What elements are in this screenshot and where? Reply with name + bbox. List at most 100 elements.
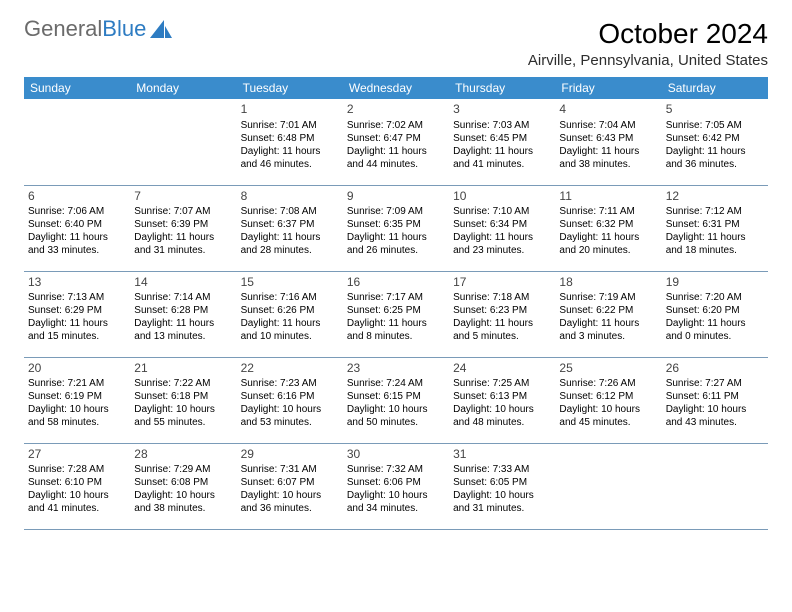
daylight-text: Daylight: 11 hours bbox=[347, 317, 445, 330]
day-number: 9 bbox=[347, 189, 445, 205]
day-number: 21 bbox=[134, 361, 232, 377]
calendar-week-row: 27Sunrise: 7:28 AMSunset: 6:10 PMDayligh… bbox=[24, 443, 768, 529]
daylight-text: and 48 minutes. bbox=[453, 416, 551, 429]
sunset-text: Sunset: 6:34 PM bbox=[453, 218, 551, 231]
sunrise-text: Sunrise: 7:26 AM bbox=[559, 377, 657, 390]
calendar-day-cell: 16Sunrise: 7:17 AMSunset: 6:25 PMDayligh… bbox=[343, 271, 449, 357]
calendar-day-cell: 1Sunrise: 7:01 AMSunset: 6:48 PMDaylight… bbox=[237, 99, 343, 185]
calendar-day-cell: 15Sunrise: 7:16 AMSunset: 6:26 PMDayligh… bbox=[237, 271, 343, 357]
daylight-text: Daylight: 11 hours bbox=[347, 231, 445, 244]
day-number: 26 bbox=[666, 361, 764, 377]
weekday-header: Saturday bbox=[662, 77, 768, 99]
sunrise-text: Sunrise: 7:18 AM bbox=[453, 291, 551, 304]
calendar-day-cell: 24Sunrise: 7:25 AMSunset: 6:13 PMDayligh… bbox=[449, 357, 555, 443]
calendar-empty-cell bbox=[662, 443, 768, 529]
daylight-text: Daylight: 11 hours bbox=[666, 145, 764, 158]
calendar-day-cell: 21Sunrise: 7:22 AMSunset: 6:18 PMDayligh… bbox=[130, 357, 236, 443]
sunset-text: Sunset: 6:05 PM bbox=[453, 476, 551, 489]
day-number: 22 bbox=[241, 361, 339, 377]
daylight-text: and 34 minutes. bbox=[347, 502, 445, 515]
daylight-text: Daylight: 11 hours bbox=[241, 231, 339, 244]
calendar-day-cell: 23Sunrise: 7:24 AMSunset: 6:15 PMDayligh… bbox=[343, 357, 449, 443]
day-number: 11 bbox=[559, 189, 657, 205]
sunset-text: Sunset: 6:13 PM bbox=[453, 390, 551, 403]
title-block: October 2024 Airville, Pennsylvania, Uni… bbox=[528, 18, 768, 69]
day-number: 18 bbox=[559, 275, 657, 291]
day-number: 12 bbox=[666, 189, 764, 205]
sunrise-text: Sunrise: 7:24 AM bbox=[347, 377, 445, 390]
daylight-text: Daylight: 10 hours bbox=[666, 403, 764, 416]
daylight-text: Daylight: 11 hours bbox=[666, 231, 764, 244]
daylight-text: and 36 minutes. bbox=[666, 158, 764, 171]
calendar-day-cell: 28Sunrise: 7:29 AMSunset: 6:08 PMDayligh… bbox=[130, 443, 236, 529]
weekday-header: Friday bbox=[555, 77, 661, 99]
day-number: 15 bbox=[241, 275, 339, 291]
day-number: 6 bbox=[28, 189, 126, 205]
daylight-text: Daylight: 11 hours bbox=[559, 145, 657, 158]
day-number: 14 bbox=[134, 275, 232, 291]
sunrise-text: Sunrise: 7:01 AM bbox=[241, 119, 339, 132]
day-number: 27 bbox=[28, 447, 126, 463]
daylight-text: Daylight: 10 hours bbox=[347, 403, 445, 416]
sunset-text: Sunset: 6:18 PM bbox=[134, 390, 232, 403]
daylight-text: and 55 minutes. bbox=[134, 416, 232, 429]
sunset-text: Sunset: 6:12 PM bbox=[559, 390, 657, 403]
daylight-text: and 3 minutes. bbox=[559, 330, 657, 343]
daylight-text: and 45 minutes. bbox=[559, 416, 657, 429]
day-number: 13 bbox=[28, 275, 126, 291]
location: Airville, Pennsylvania, United States bbox=[528, 52, 768, 69]
sunrise-text: Sunrise: 7:28 AM bbox=[28, 463, 126, 476]
sunrise-text: Sunrise: 7:02 AM bbox=[347, 119, 445, 132]
calendar-day-cell: 12Sunrise: 7:12 AMSunset: 6:31 PMDayligh… bbox=[662, 185, 768, 271]
day-number: 24 bbox=[453, 361, 551, 377]
sunrise-text: Sunrise: 7:33 AM bbox=[453, 463, 551, 476]
logo: GeneralBlue bbox=[24, 18, 172, 40]
weekday-header: Thursday bbox=[449, 77, 555, 99]
sunset-text: Sunset: 6:15 PM bbox=[347, 390, 445, 403]
calendar-table: SundayMondayTuesdayWednesdayThursdayFrid… bbox=[24, 77, 768, 530]
calendar-day-cell: 4Sunrise: 7:04 AMSunset: 6:43 PMDaylight… bbox=[555, 99, 661, 185]
sunrise-text: Sunrise: 7:23 AM bbox=[241, 377, 339, 390]
sunrise-text: Sunrise: 7:31 AM bbox=[241, 463, 339, 476]
day-number: 16 bbox=[347, 275, 445, 291]
sunrise-text: Sunrise: 7:03 AM bbox=[453, 119, 551, 132]
day-number: 1 bbox=[241, 102, 339, 118]
weekday-header-row: SundayMondayTuesdayWednesdayThursdayFrid… bbox=[24, 77, 768, 99]
day-number: 23 bbox=[347, 361, 445, 377]
daylight-text: and 15 minutes. bbox=[28, 330, 126, 343]
daylight-text: and 20 minutes. bbox=[559, 244, 657, 257]
sunset-text: Sunset: 6:10 PM bbox=[28, 476, 126, 489]
daylight-text: Daylight: 10 hours bbox=[559, 403, 657, 416]
sunset-text: Sunset: 6:25 PM bbox=[347, 304, 445, 317]
daylight-text: Daylight: 11 hours bbox=[28, 231, 126, 244]
daylight-text: Daylight: 11 hours bbox=[559, 231, 657, 244]
sunset-text: Sunset: 6:32 PM bbox=[559, 218, 657, 231]
calendar-day-cell: 2Sunrise: 7:02 AMSunset: 6:47 PMDaylight… bbox=[343, 99, 449, 185]
daylight-text: Daylight: 11 hours bbox=[241, 145, 339, 158]
daylight-text: Daylight: 11 hours bbox=[559, 317, 657, 330]
day-number: 7 bbox=[134, 189, 232, 205]
daylight-text: and 41 minutes. bbox=[28, 502, 126, 515]
daylight-text: Daylight: 11 hours bbox=[134, 317, 232, 330]
sunset-text: Sunset: 6:35 PM bbox=[347, 218, 445, 231]
month-title: October 2024 bbox=[528, 18, 768, 50]
sunset-text: Sunset: 6:26 PM bbox=[241, 304, 339, 317]
weekday-header: Sunday bbox=[24, 77, 130, 99]
daylight-text: and 23 minutes. bbox=[453, 244, 551, 257]
sunset-text: Sunset: 6:07 PM bbox=[241, 476, 339, 489]
sunrise-text: Sunrise: 7:10 AM bbox=[453, 205, 551, 218]
day-number: 20 bbox=[28, 361, 126, 377]
sunset-text: Sunset: 6:42 PM bbox=[666, 132, 764, 145]
daylight-text: and 18 minutes. bbox=[666, 244, 764, 257]
sunset-text: Sunset: 6:40 PM bbox=[28, 218, 126, 231]
weekday-header: Monday bbox=[130, 77, 236, 99]
calendar-day-cell: 3Sunrise: 7:03 AMSunset: 6:45 PMDaylight… bbox=[449, 99, 555, 185]
daylight-text: and 38 minutes. bbox=[559, 158, 657, 171]
daylight-text: Daylight: 10 hours bbox=[134, 403, 232, 416]
calendar-empty-cell bbox=[555, 443, 661, 529]
calendar-empty-cell bbox=[130, 99, 236, 185]
sunrise-text: Sunrise: 7:08 AM bbox=[241, 205, 339, 218]
day-number: 4 bbox=[559, 102, 657, 118]
sunrise-text: Sunrise: 7:32 AM bbox=[347, 463, 445, 476]
daylight-text: Daylight: 10 hours bbox=[241, 403, 339, 416]
